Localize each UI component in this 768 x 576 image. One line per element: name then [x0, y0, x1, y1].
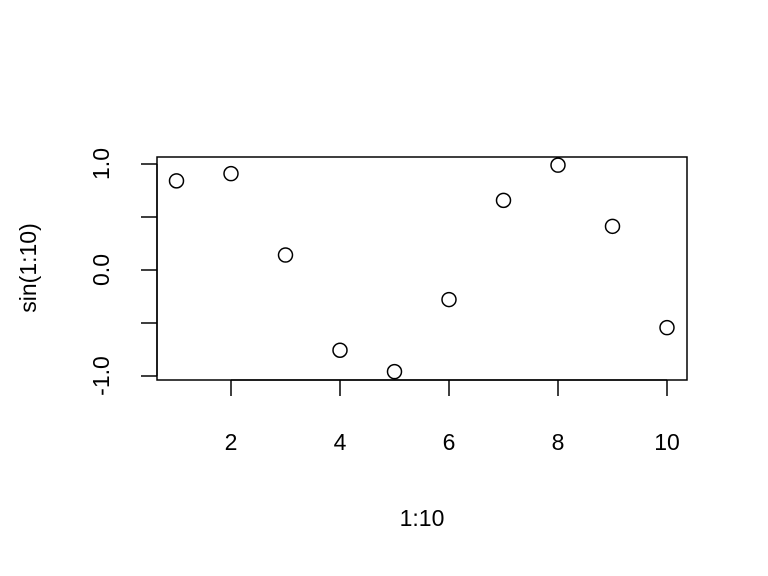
data-point: [659, 319, 675, 336]
x-tick-label: 2: [225, 429, 238, 455]
plot-box: [156, 156, 688, 381]
y-tick-label: 0.0: [88, 254, 114, 286]
y-tick-label: -1.0: [88, 356, 114, 396]
x-tick-label: 6: [443, 429, 456, 455]
data-point: [604, 218, 621, 235]
x-tick-label: 10: [654, 429, 680, 455]
data-point: [223, 165, 239, 182]
y-axis: -1.0 0.0 1.0: [88, 148, 158, 396]
points: [168, 157, 675, 380]
y-axis-label: sin(1:10): [15, 223, 41, 312]
data-point: [168, 173, 185, 189]
data-point: [550, 157, 566, 173]
data-point: [386, 363, 403, 380]
y-tick-label: 1.0: [88, 148, 114, 180]
x-axis: 2 4 6 8 10: [225, 379, 680, 455]
data-point: [495, 192, 512, 209]
data-point: [441, 291, 457, 308]
x-tick-label: 4: [334, 429, 347, 455]
data-point: [332, 342, 348, 358]
x-axis-label: 1:10: [400, 505, 445, 531]
data-point: [277, 247, 294, 263]
x-tick-label: 8: [552, 429, 565, 455]
